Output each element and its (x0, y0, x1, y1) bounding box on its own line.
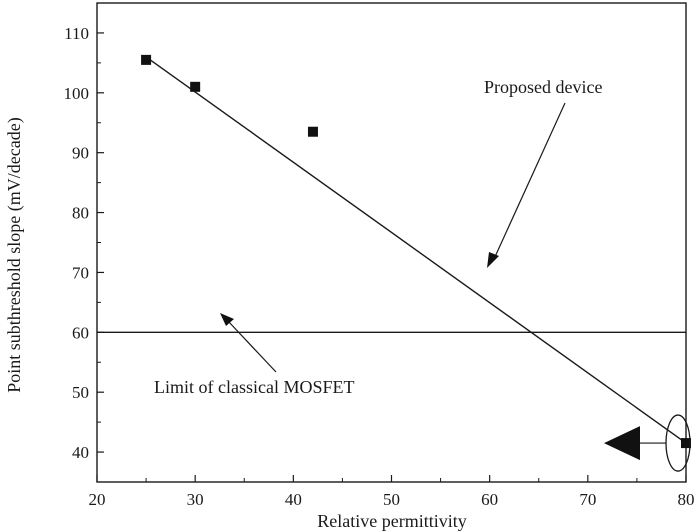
y-tick-label: 40 (72, 443, 89, 462)
x-tick-label: 40 (285, 490, 302, 509)
annotation-proposed-device: Proposed device (484, 77, 602, 97)
data-point (190, 81, 201, 92)
arrow-mosfet-limit-head (220, 313, 234, 326)
plot-area (97, 54, 691, 472)
y-tick-label: 70 (72, 263, 89, 282)
y-tick-label: 90 (72, 144, 89, 163)
x-tick-label: 50 (383, 490, 400, 509)
x-axis-label: Relative permittivity (317, 511, 466, 531)
x-tick-label: 30 (187, 490, 204, 509)
annotation-mosfet-limit: Limit of classical MOSFET (154, 377, 354, 397)
y-tick-label: 50 (72, 383, 89, 402)
x-tick-label: 80 (678, 490, 695, 509)
data-point (307, 126, 318, 137)
y-tick-label: 110 (64, 24, 89, 43)
data-point (141, 54, 152, 65)
data-point (681, 438, 691, 449)
y-tick-label: 80 (72, 204, 89, 223)
axis-pointer-head (604, 426, 640, 461)
plot-frame (96, 2, 687, 483)
arrow-proposed-device-head (487, 252, 499, 268)
x-tick-label: 60 (481, 490, 498, 509)
arrow-mosfet-limit-shaft (227, 320, 277, 373)
y-tick-label: 100 (64, 84, 90, 103)
fit-line (145, 56, 687, 444)
x-tick-label: 70 (579, 490, 596, 509)
arrow-proposed-device-shaft (493, 102, 566, 260)
y-tick-label: 60 (72, 323, 89, 342)
y-axis-label: Point subthreshold slope (mV/decade) (4, 117, 25, 392)
x-tick-label: 20 (89, 490, 106, 509)
axes: 20 30 40 50 60 70 80 40 50 60 70 80 90 100 110 (64, 2, 695, 509)
